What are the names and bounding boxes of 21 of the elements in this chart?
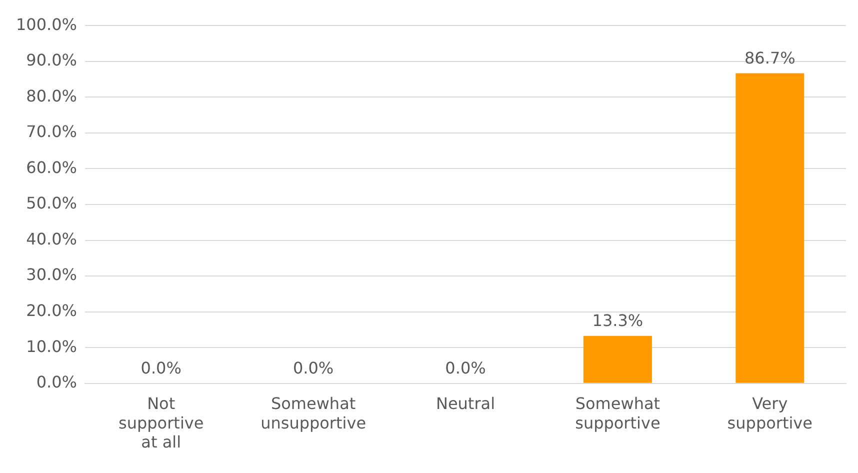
data-label: 13.3% — [592, 310, 644, 330]
y-tick-label: 10.0% — [26, 336, 78, 356]
y-tick-label: 50.0% — [26, 194, 78, 213]
y-tick-label: 80.0% — [26, 86, 78, 106]
x-tick-label: Somewhat supportive — [575, 394, 660, 432]
x-tick-label: Somewhat unsupportive — [260, 394, 366, 432]
data-label: 0.0% — [445, 358, 486, 378]
y-tick-label: 0.0% — [36, 372, 78, 392]
y-tick-label: 40.0% — [26, 229, 78, 248]
data-label: 0.0% — [140, 358, 182, 378]
y-tick-label: 100.0% — [16, 14, 78, 34]
x-tick-label: Very supportive — [727, 394, 812, 432]
y-tick-label: 30.0% — [26, 265, 78, 284]
y-tick-label: 60.0% — [26, 158, 78, 177]
data-label: 0.0% — [292, 358, 334, 378]
y-tick-label: 20.0% — [26, 300, 78, 320]
x-tick-label: Neutral — [436, 394, 496, 414]
y-tick-label: 70.0% — [26, 122, 78, 142]
data-label: 86.7% — [744, 48, 796, 68]
y-tick-label: 90.0% — [26, 50, 78, 70]
x-tick-label: Not supportive at all — [118, 394, 204, 452]
